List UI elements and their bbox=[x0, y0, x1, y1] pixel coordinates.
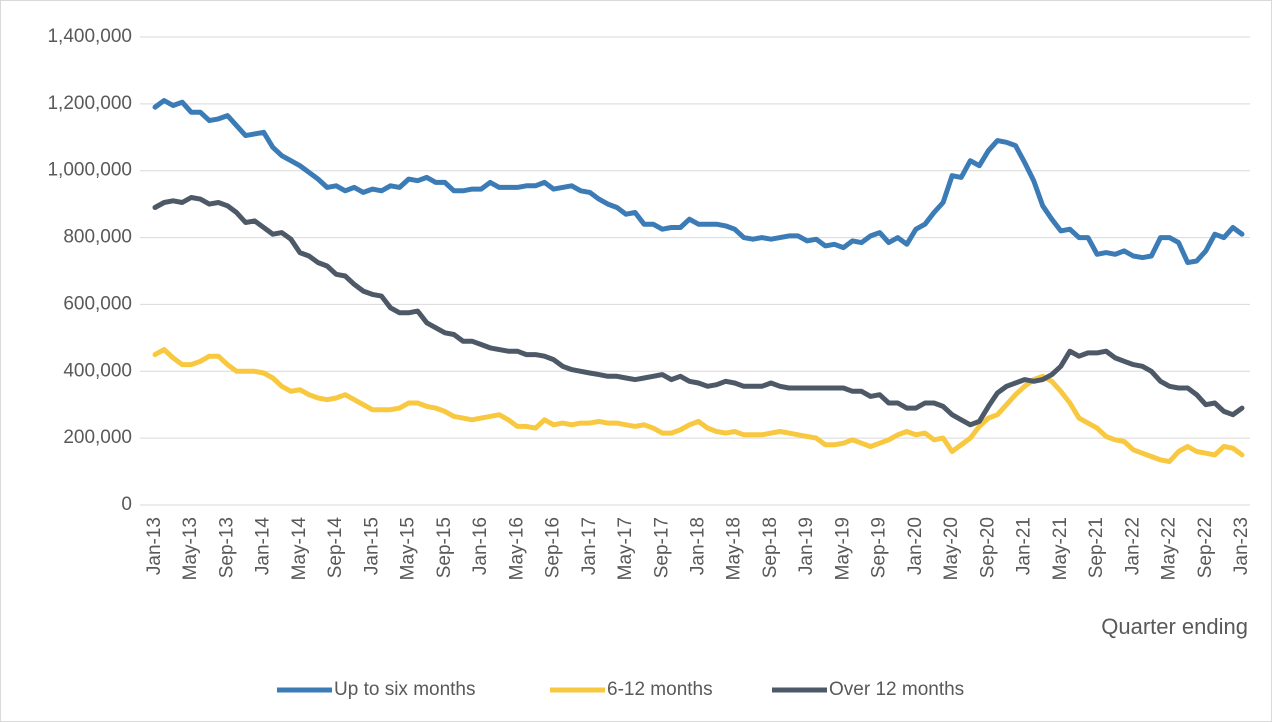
x-tick-label: Jan-19 bbox=[796, 517, 817, 575]
y-tick-label: 0 bbox=[121, 494, 132, 515]
x-tick-label: May-18 bbox=[724, 517, 745, 580]
x-tick-label: Jan-15 bbox=[361, 517, 382, 575]
y-tick-label: 1,400,000 bbox=[47, 26, 132, 47]
x-tick-label: May-13 bbox=[180, 517, 201, 580]
x-tick-label: May-16 bbox=[506, 517, 527, 580]
legend-label: 6-12 months bbox=[607, 679, 713, 700]
x-tick-label: Sep-16 bbox=[543, 517, 564, 578]
x-tick-label: Jan-21 bbox=[1014, 517, 1035, 575]
x-tick-label: Sep-22 bbox=[1195, 517, 1216, 578]
y-tick-label: 200,000 bbox=[63, 427, 132, 448]
x-tick-label: Sep-19 bbox=[869, 517, 890, 578]
x-tick-label: Sep-13 bbox=[216, 517, 237, 578]
x-tick-label: May-19 bbox=[832, 517, 853, 580]
series-line bbox=[152, 347, 1245, 464]
series-line bbox=[152, 195, 1245, 428]
x-tick-label: May-22 bbox=[1159, 517, 1180, 580]
y-tick-label: 400,000 bbox=[63, 360, 132, 381]
x-tick-label: Sep-17 bbox=[651, 517, 672, 578]
x-tick-label: Sep-18 bbox=[760, 517, 781, 578]
legend-label: Over 12 months bbox=[829, 679, 964, 700]
y-tick-label: 600,000 bbox=[63, 293, 132, 314]
y-tick-label: 1,200,000 bbox=[47, 93, 132, 114]
y-tick-label: 1,000,000 bbox=[47, 160, 132, 181]
x-tick-label: May-15 bbox=[398, 517, 419, 580]
x-tick-label: Sep-20 bbox=[977, 517, 998, 578]
x-tick-label: Sep-21 bbox=[1086, 517, 1107, 578]
x-tick-label: Jan-18 bbox=[688, 517, 709, 575]
y-tick-label: 800,000 bbox=[63, 227, 132, 248]
x-tick-label: Sep-14 bbox=[325, 517, 346, 579]
legend-label: Up to six months bbox=[334, 679, 476, 700]
x-tick-label: Jan-20 bbox=[905, 517, 926, 575]
x-tick-label: Jan-16 bbox=[470, 517, 491, 575]
x-tick-label: May-21 bbox=[1050, 517, 1071, 580]
x-tick-label: May-17 bbox=[615, 517, 636, 580]
series-line bbox=[152, 98, 1245, 266]
x-axis-title: Quarter ending bbox=[1101, 614, 1248, 639]
x-tick-label: Jan-22 bbox=[1122, 517, 1143, 575]
x-tick-label: Jan-14 bbox=[253, 517, 274, 576]
x-tick-label: Jan-13 bbox=[144, 517, 165, 575]
x-tick-label: May-14 bbox=[289, 517, 310, 581]
x-tick-label: Sep-15 bbox=[434, 517, 455, 578]
x-tick-label: Jan-23 bbox=[1231, 517, 1252, 575]
x-tick-label: May-20 bbox=[941, 517, 962, 580]
x-tick-label: Jan-17 bbox=[579, 517, 600, 575]
